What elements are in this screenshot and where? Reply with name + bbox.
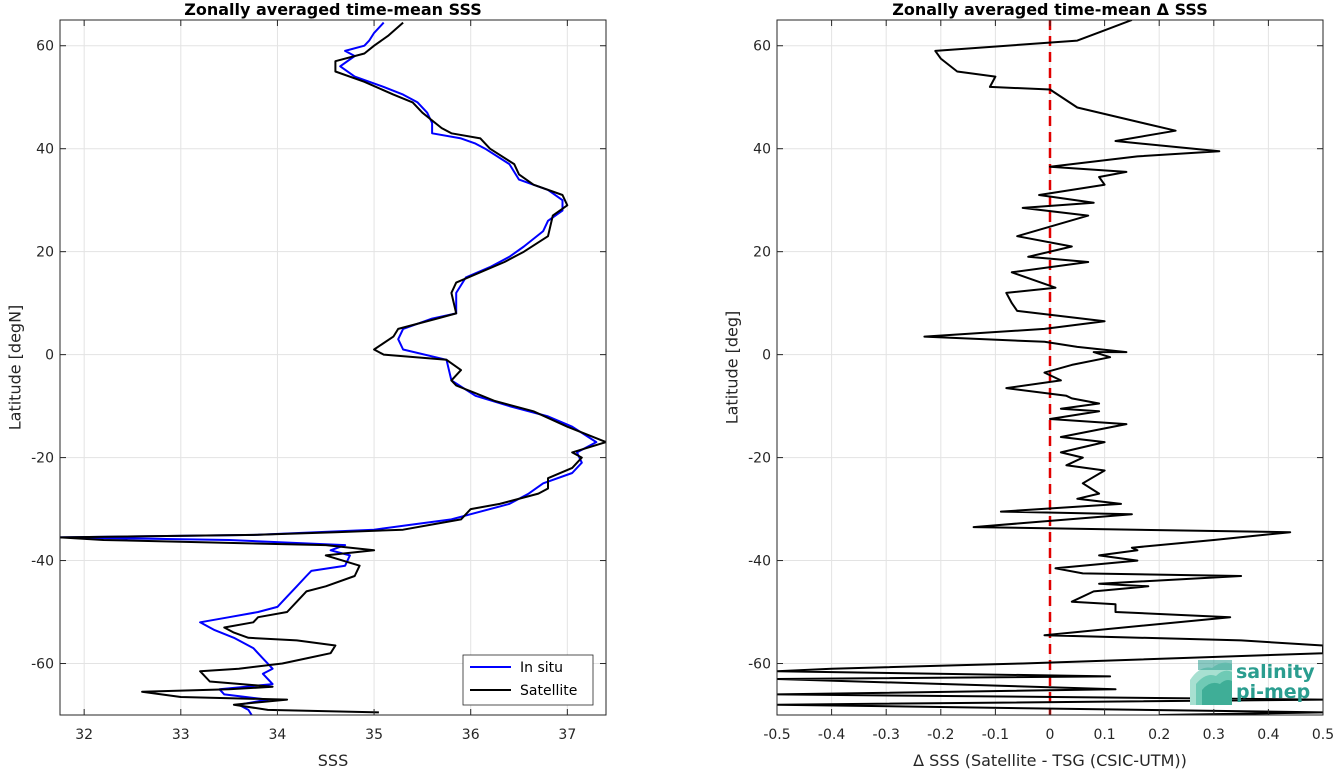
y-tick-label: 20	[36, 245, 54, 261]
y-axis-label: Latitude [degN]	[6, 305, 25, 431]
y-tick-label: 40	[36, 142, 54, 158]
wave-logo-icon	[1190, 660, 1232, 705]
series-line-satellite	[60, 21, 606, 714]
y-tick-label: 20	[753, 245, 771, 261]
y-axis-label: Latitude [deg]	[723, 311, 742, 425]
x-tick-label: 37	[558, 727, 576, 743]
y-tick-label: 40	[753, 142, 771, 158]
chart-title: Zonally averaged time-mean Δ SSS	[892, 0, 1208, 19]
y-tick-label: -60	[31, 657, 54, 673]
y-tick-label: -60	[748, 657, 771, 673]
x-tick-label: 36	[462, 727, 480, 743]
y-tick-label: 0	[762, 348, 771, 364]
x-tick-label: -0.2	[927, 727, 954, 743]
x-tick-label: 0.3	[1203, 727, 1225, 743]
y-tick-label: -20	[748, 451, 771, 467]
y-tick-label: 60	[36, 39, 54, 55]
legend-label-satellite: Satellite	[520, 683, 577, 699]
x-tick-label: -0.3	[873, 727, 900, 743]
chart-title: Zonally averaged time-mean SSS	[184, 0, 482, 19]
x-tick-label: -0.5	[763, 727, 790, 743]
salinity-pi-mep-logo: salinity pi-mep	[1190, 660, 1315, 705]
y-tick-label: -20	[31, 451, 54, 467]
legend-label-in-situ: In situ	[520, 660, 563, 676]
legend-box	[462, 654, 594, 706]
y-tick-label: -40	[31, 554, 54, 570]
logo-text-pi-mep: pi-mep	[1236, 681, 1310, 703]
axes-box	[59, 19, 607, 716]
x-tick-label: 0.2	[1148, 727, 1170, 743]
legend: In situ Satellite	[462, 654, 594, 706]
logo-text-salinity: salinity	[1236, 661, 1315, 683]
delta-sss-profile-panel: -0.5 -0.4 -0.3 -0.2 -0.1 0 0.1 0.2 0.3 0.4 0.5 -60 -…	[723, 0, 1335, 769]
x-tick-label: 35	[365, 727, 383, 743]
x-tick-label: 0.1	[1093, 727, 1115, 743]
x-tick-label: 0.4	[1257, 727, 1279, 743]
y-tick-label: 0	[45, 348, 54, 364]
y-tick-label: -40	[748, 554, 771, 570]
x-tick-label: 33	[172, 727, 190, 743]
x-tick-label: 32	[75, 727, 93, 743]
x-axis-label: SSS	[318, 751, 348, 769]
x-tick-label: -0.4	[818, 727, 845, 743]
x-axis-label: Δ SSS (Satellite - TSG (CSIC-UTM))	[913, 751, 1187, 769]
series-line-in-situ	[60, 21, 598, 715]
series-line-series-0	[777, 20, 1323, 715]
x-tick-label: 0.5	[1312, 727, 1334, 743]
y-tick-label: 60	[753, 39, 771, 55]
sss-profile-panel: 32 33 34 35 36 37 -60 -40 -20 0 20 40 60 Zonally aver…	[6, 0, 607, 769]
x-tick-label: 0	[1046, 727, 1055, 743]
x-tick-label: -0.1	[982, 727, 1009, 743]
x-tick-label: 34	[269, 727, 287, 743]
